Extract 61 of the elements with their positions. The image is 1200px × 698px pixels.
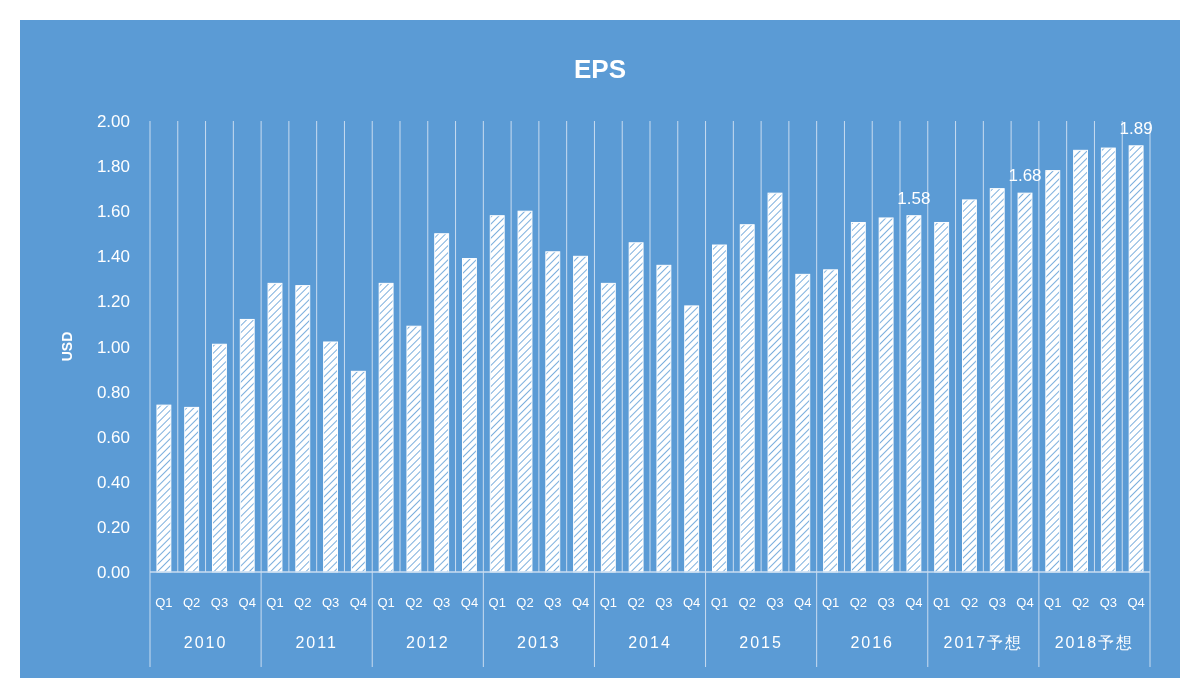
x-tick-label: Q3	[432, 595, 451, 610]
x-tick-label: Q2	[627, 595, 645, 610]
x-tick-label: Q3	[321, 595, 340, 610]
x-tick-label: Q2	[405, 595, 423, 610]
x-tick-label: Q4	[905, 595, 923, 610]
x-tick-label: Q1	[599, 595, 618, 610]
x-tick-label: Q3	[988, 595, 1006, 610]
y-tick-label: 0.20	[96, 517, 130, 537]
text: 2018予想	[1054, 634, 1135, 651]
x-tick-label: Q4	[238, 595, 256, 610]
x-tick-label: Q3	[1099, 595, 1118, 610]
y-tick-label: 0.40	[96, 472, 130, 492]
x-tick-label: Q2	[738, 595, 756, 610]
x-tick-label: Q4	[571, 595, 590, 610]
y-tick-label: 0.80	[96, 382, 130, 402]
x-tick-label: Q2	[516, 595, 534, 610]
x-tick-label: Q3	[544, 595, 562, 610]
x-tick-label: Q1	[1044, 595, 1062, 610]
text: 2012	[405, 634, 450, 651]
y-tick-label: 1.80	[96, 157, 130, 177]
y-tick-label: 1.20	[96, 292, 130, 312]
data-label: 1.89	[1119, 118, 1153, 138]
x-tick-label: Q3	[210, 595, 229, 610]
x-tick-label: Q2	[849, 595, 868, 610]
data-label: 1.68	[1008, 166, 1042, 186]
x-tick-label: Q2	[182, 595, 201, 610]
x-tick-label: Q2	[294, 595, 312, 610]
text: 2015	[739, 634, 783, 651]
x-tick-label: Q3	[766, 595, 784, 610]
y-tick-label: 0.60	[96, 427, 130, 447]
x-tick-label: Q1	[488, 595, 506, 610]
text: 2013	[517, 634, 561, 651]
x-tick-label: Q4	[460, 595, 479, 610]
y-tick-label: 1.40	[96, 247, 130, 267]
y-tick-label: 1.00	[96, 337, 130, 357]
text: 2014	[628, 634, 672, 651]
x-tick-label: Q4	[1127, 595, 1145, 610]
x-tick-label: Q4	[349, 595, 368, 610]
text: 2010	[183, 634, 228, 651]
x-tick-label: Q1	[821, 595, 840, 610]
data-label: 1.58	[897, 188, 931, 208]
y-tick-label: 2.00	[96, 112, 130, 131]
chart-title: EPS	[573, 54, 627, 84]
x-tick-label: Q3	[877, 595, 895, 610]
x-tick-label: Q1	[266, 595, 284, 610]
x-tick-label: Q3	[655, 595, 673, 610]
x-tick-label: Q4	[1016, 595, 1034, 610]
x-tick-label: Q1	[377, 595, 395, 610]
x-tick-label: Q2	[1071, 595, 1090, 610]
y-axis-title: USD	[59, 331, 75, 362]
x-tick-label: Q1	[155, 595, 173, 610]
y-tick-label: 0.00	[96, 563, 130, 582]
x-tick-label: Q2	[960, 595, 979, 610]
y-tick-label: 1.60	[96, 202, 130, 222]
text: 2017予想	[943, 634, 1024, 651]
text: 2011	[295, 634, 338, 651]
x-tick-label: Q4	[682, 595, 701, 610]
x-tick-label: Q1	[710, 595, 729, 610]
text: 2016	[850, 634, 895, 651]
x-tick-label: Q1	[932, 595, 951, 610]
x-tick-label: Q4	[794, 595, 812, 610]
